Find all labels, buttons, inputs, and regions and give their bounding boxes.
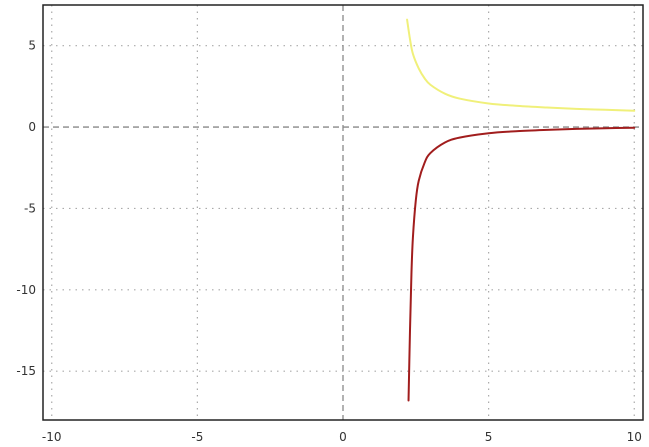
series-line-2: [407, 126, 636, 402]
y-tick-label: -5: [24, 201, 36, 215]
y-tick-label: 0: [28, 120, 36, 134]
x-tick-label: 0: [339, 430, 347, 444]
x-tick-label: -5: [191, 430, 203, 444]
x-tick-label: -10: [42, 430, 62, 444]
series-line-1: [406, 18, 636, 112]
series-group: [406, 18, 636, 402]
plot-frame: [42, 4, 644, 421]
y-tick-label: -10: [16, 283, 36, 297]
y-tick-label: -15: [16, 364, 36, 378]
y-tick-label: 5: [28, 39, 36, 53]
x-tick-label: 5: [485, 430, 493, 444]
x-tick-label: 10: [627, 430, 642, 444]
zero-axes: [43, 5, 643, 420]
tick-labels: -10 -5 0 5 10 5 0 -5 -10 -15: [16, 39, 642, 444]
